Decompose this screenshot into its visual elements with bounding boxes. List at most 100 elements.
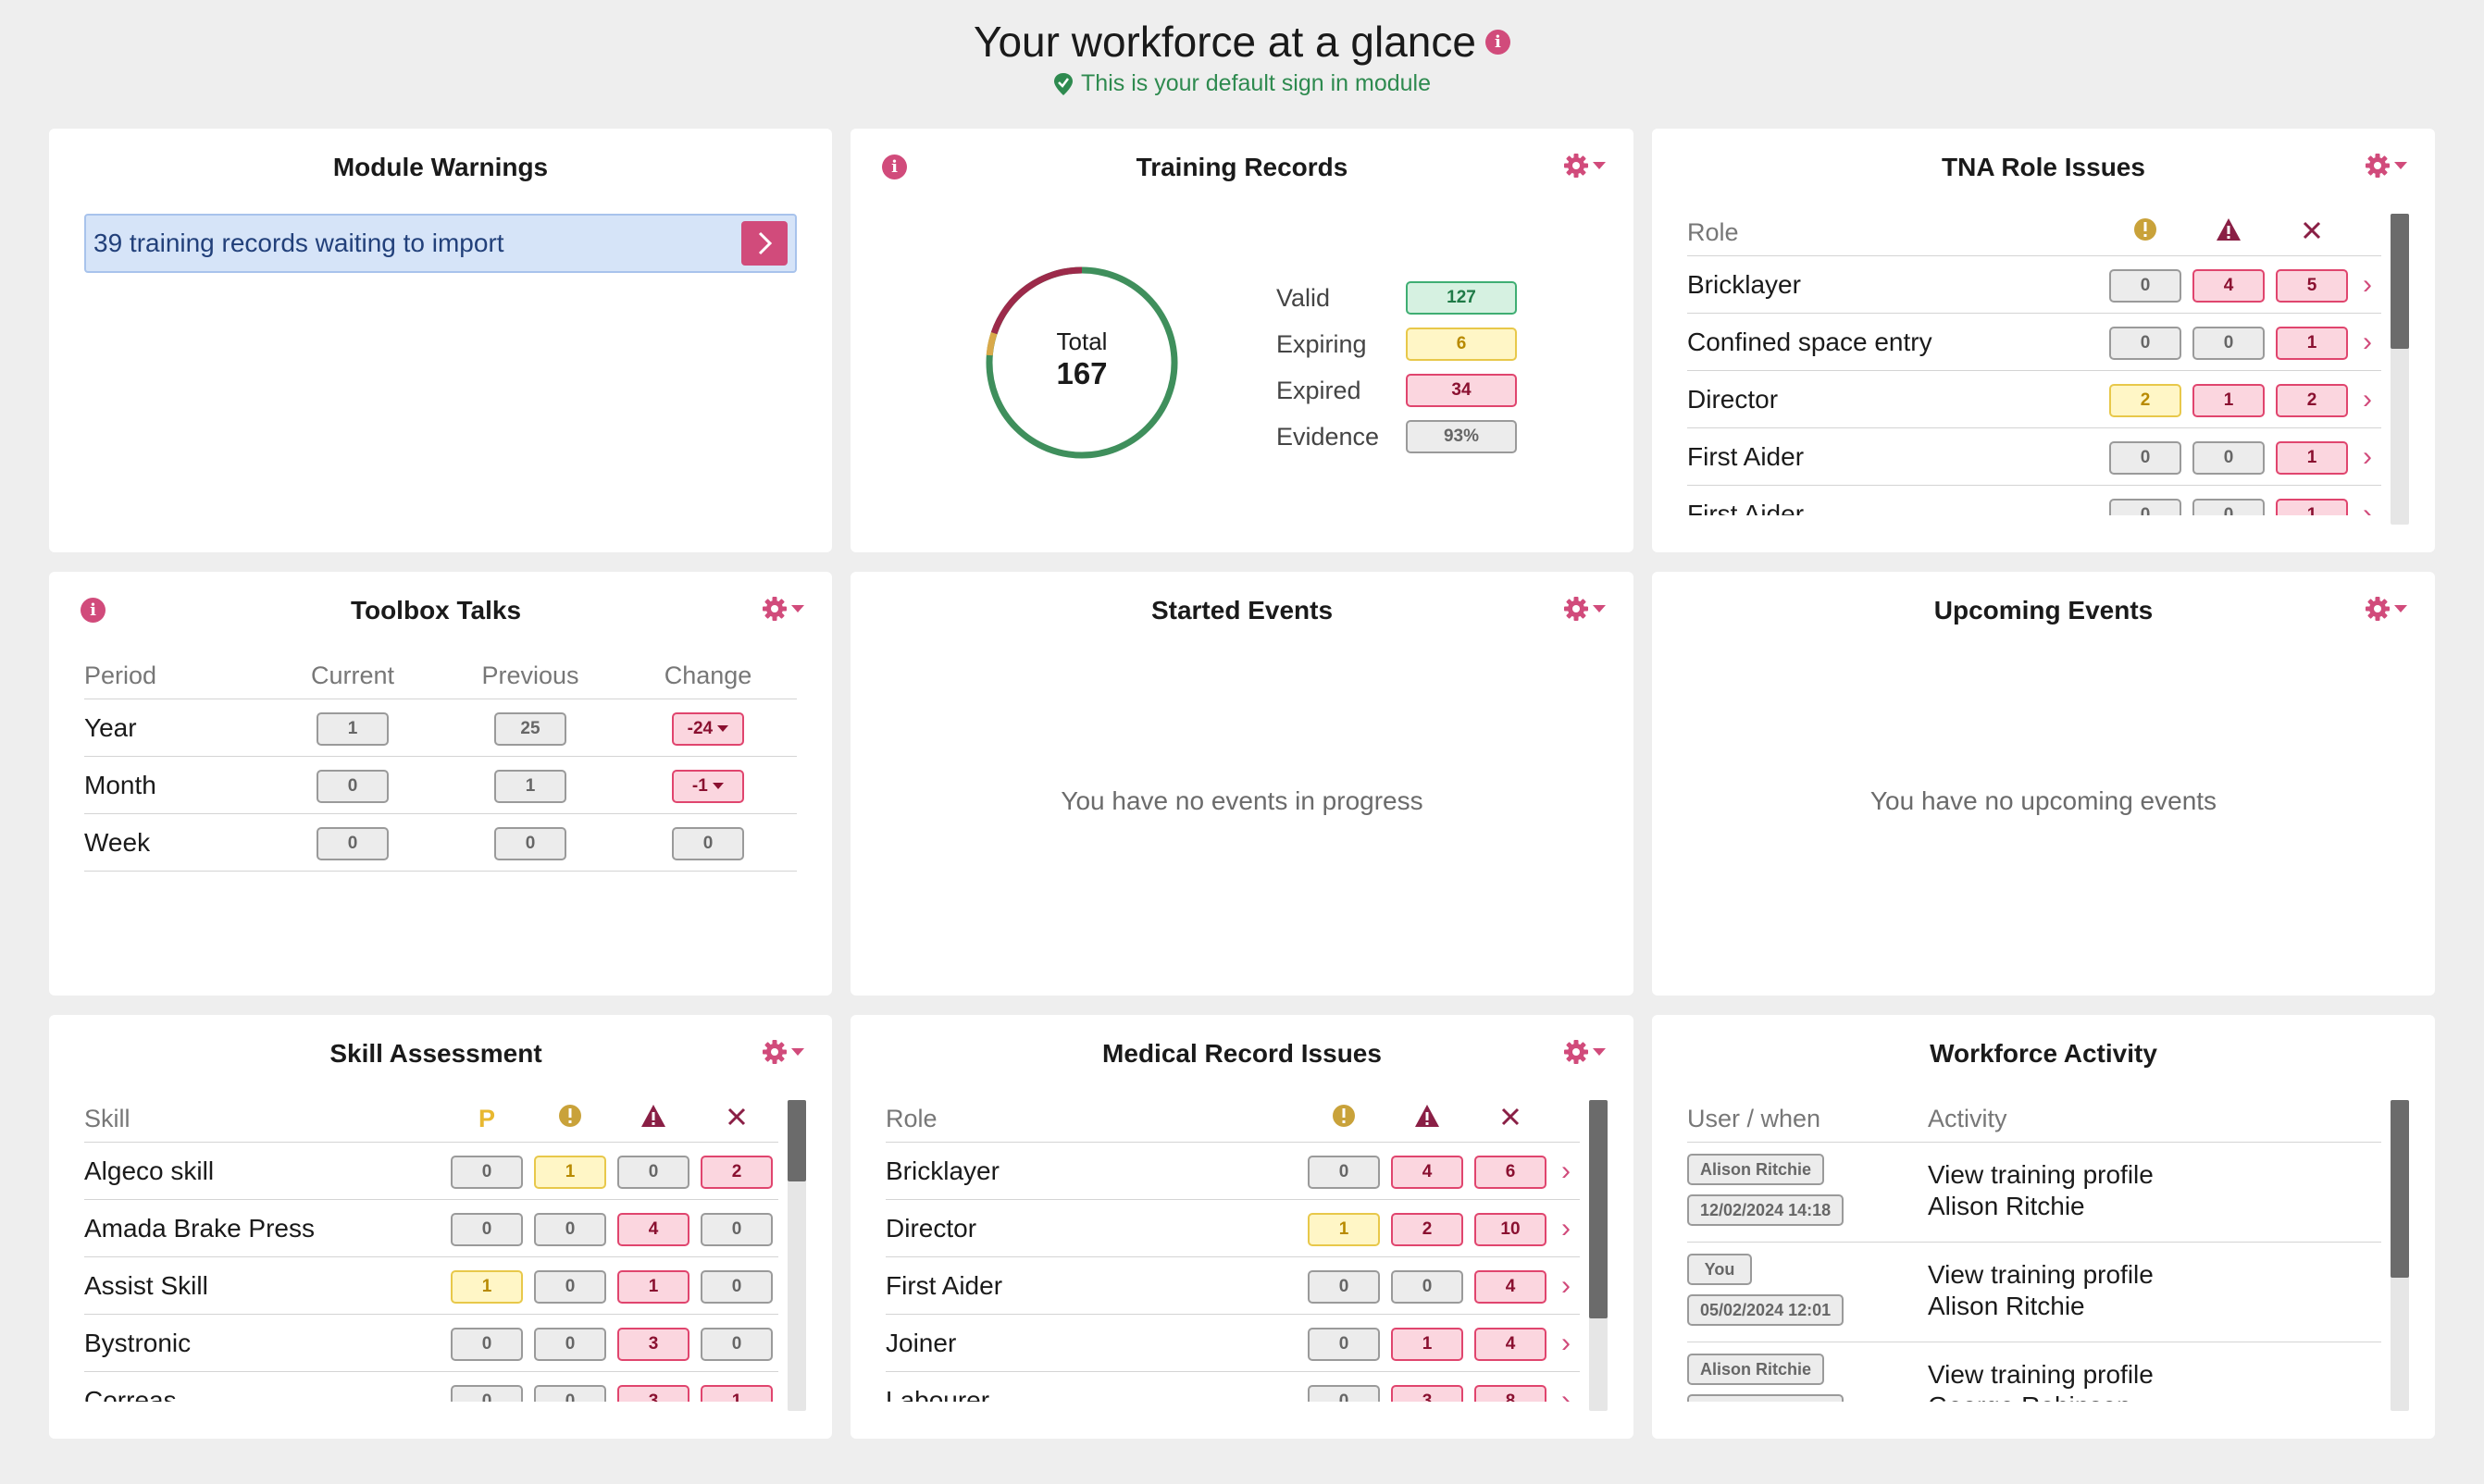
user-badge[interactable]: You xyxy=(1687,1254,1752,1285)
current-badge[interactable]: 0 xyxy=(317,826,389,860)
scrollbar-thumb[interactable] xyxy=(2391,214,2409,349)
expiring-badge[interactable]: 0 xyxy=(534,1384,606,1402)
settings-menu[interactable] xyxy=(1563,153,1606,179)
chevron-right-icon[interactable]: › xyxy=(2363,498,2372,516)
scrollbar-thumb[interactable] xyxy=(2391,1100,2409,1278)
legend-row-valid[interactable]: Valid 127 xyxy=(1276,275,1517,321)
activity-row[interactable]: Alison Ritchie 12/02/2024 14:18 View tra… xyxy=(1687,1143,2381,1243)
missing-badge[interactable]: 1 xyxy=(701,1384,773,1402)
legend-row-expired[interactable]: Expired 34 xyxy=(1276,367,1517,414)
change-badge[interactable]: -24 xyxy=(672,711,744,746)
p-badge[interactable]: 0 xyxy=(451,1327,523,1361)
table-row[interactable]: Director 1 2 10 › xyxy=(886,1200,1580,1257)
missing-badge[interactable]: 1 xyxy=(2276,498,2348,515)
table-row[interactable]: Confined space entry 0 0 1 › xyxy=(1687,314,2381,371)
expiring-count-badge[interactable]: 6 xyxy=(1406,328,1517,361)
missing-badge[interactable]: 0 xyxy=(701,1212,773,1246)
missing-badge[interactable]: 8 xyxy=(1474,1384,1546,1402)
table-row[interactable]: First Aider 0 0 4 › xyxy=(886,1257,1580,1315)
scrollbar[interactable] xyxy=(788,1100,806,1411)
table-row[interactable]: Amada Brake Press 0 0 4 0 xyxy=(84,1200,778,1257)
scrollbar[interactable] xyxy=(1589,1100,1608,1411)
change-badge[interactable]: 0 xyxy=(672,826,744,860)
current-badge[interactable]: 1 xyxy=(317,711,389,746)
table-row[interactable]: Joiner 0 1 4 › xyxy=(886,1315,1580,1372)
warning-badge[interactable]: 1 xyxy=(617,1269,689,1304)
scrollbar[interactable] xyxy=(2391,214,2409,525)
warning-badge[interactable]: 3 xyxy=(617,1327,689,1361)
table-row[interactable]: Algeco skill 0 1 0 2 xyxy=(84,1143,778,1200)
expiring-badge[interactable]: 0 xyxy=(2109,326,2181,360)
missing-badge[interactable]: 1 xyxy=(2276,326,2348,360)
activity-row[interactable]: Alison Ritchie 25/01/2024 09:15 View tra… xyxy=(1687,1342,2381,1402)
expiring-badge[interactable]: 0 xyxy=(2109,440,2181,475)
expiring-badge[interactable]: 0 xyxy=(2109,268,2181,303)
change-badge[interactable]: -1 xyxy=(672,769,744,803)
chevron-right-icon[interactable]: › xyxy=(2363,326,2372,357)
missing-badge[interactable]: 2 xyxy=(701,1155,773,1189)
evidence-percent-badge[interactable]: 93% xyxy=(1406,420,1517,453)
info-icon[interactable]: i xyxy=(882,155,907,179)
settings-menu[interactable] xyxy=(1563,1039,1606,1065)
activity-row[interactable]: You 05/02/2024 12:01 View training profi… xyxy=(1687,1243,2381,1342)
expiring-badge[interactable]: 0 xyxy=(1308,1327,1380,1361)
legend-row-expiring[interactable]: Expiring 6 xyxy=(1276,321,1517,367)
missing-badge[interactable]: 4 xyxy=(1474,1269,1546,1304)
missing-badge[interactable]: 6 xyxy=(1474,1155,1546,1189)
title-info-icon[interactable]: i xyxy=(1484,29,1510,55)
warning-badge[interactable]: 0 xyxy=(2192,326,2265,360)
chevron-right-icon[interactable]: › xyxy=(1561,1155,1571,1186)
settings-menu[interactable] xyxy=(762,1039,804,1065)
previous-badge[interactable]: 0 xyxy=(494,826,566,860)
table-row[interactable]: Correas 0 0 3 1 xyxy=(84,1372,778,1402)
chevron-right-icon[interactable]: › xyxy=(1561,1212,1571,1243)
table-row[interactable]: Bricklayer 0 4 6 › xyxy=(886,1143,1580,1200)
table-row[interactable]: First Aider 0 0 1 › xyxy=(1687,428,2381,486)
user-badge[interactable]: Alison Ritchie xyxy=(1687,1354,1825,1385)
expiring-badge[interactable]: 0 xyxy=(2109,498,2181,515)
warning-badge[interactable]: 0 xyxy=(1391,1269,1463,1304)
warning-badge[interactable]: 0 xyxy=(2192,440,2265,475)
expired-count-badge[interactable]: 34 xyxy=(1406,374,1517,407)
warning-badge[interactable]: 3 xyxy=(617,1384,689,1402)
info-icon[interactable]: i xyxy=(81,598,106,623)
p-badge[interactable]: 0 xyxy=(451,1212,523,1246)
expiring-badge[interactable]: 1 xyxy=(534,1155,606,1189)
chevron-right-icon[interactable]: › xyxy=(2363,440,2372,472)
table-row[interactable]: Director 2 1 2 › xyxy=(1687,371,2381,428)
expiring-badge[interactable]: 0 xyxy=(1308,1269,1380,1304)
expiring-badge[interactable]: 0 xyxy=(1308,1155,1380,1189)
missing-badge[interactable]: 1 xyxy=(2276,440,2348,475)
missing-badge[interactable]: 2 xyxy=(2276,383,2348,417)
expiring-badge[interactable]: 0 xyxy=(534,1212,606,1246)
chevron-right-icon[interactable]: › xyxy=(1561,1384,1571,1403)
previous-badge[interactable]: 25 xyxy=(494,711,566,746)
chevron-right-icon[interactable]: › xyxy=(1561,1327,1571,1358)
expiring-badge[interactable]: 0 xyxy=(534,1327,606,1361)
warning-badge[interactable]: 4 xyxy=(1391,1155,1463,1189)
table-row[interactable]: Bricklayer 0 4 5 › xyxy=(1687,256,2381,314)
warning-badge[interactable]: 2 xyxy=(1391,1212,1463,1246)
warning-badge[interactable]: 3 xyxy=(1391,1384,1463,1402)
previous-badge[interactable]: 1 xyxy=(494,769,566,803)
missing-badge[interactable]: 10 xyxy=(1474,1212,1546,1246)
table-row[interactable]: Assist Skill 1 0 1 0 xyxy=(84,1257,778,1315)
chevron-right-icon[interactable]: › xyxy=(1561,1269,1571,1301)
p-badge[interactable]: 0 xyxy=(451,1155,523,1189)
table-row[interactable]: Labourer 0 3 8 › xyxy=(886,1372,1580,1402)
expiring-badge[interactable]: 2 xyxy=(2109,383,2181,417)
expiring-badge[interactable]: 0 xyxy=(1308,1384,1380,1402)
scrollbar[interactable] xyxy=(2391,1100,2409,1411)
missing-badge[interactable]: 5 xyxy=(2276,268,2348,303)
warning-badge[interactable]: 1 xyxy=(1391,1327,1463,1361)
missing-badge[interactable]: 0 xyxy=(701,1269,773,1304)
settings-menu[interactable] xyxy=(2365,596,2407,622)
missing-badge[interactable]: 0 xyxy=(701,1327,773,1361)
missing-badge[interactable]: 4 xyxy=(1474,1327,1546,1361)
settings-menu[interactable] xyxy=(2365,153,2407,179)
table-row[interactable]: First Aider 0 0 1 › xyxy=(1687,486,2381,515)
table-row[interactable]: Bystronic 0 0 3 0 xyxy=(84,1315,778,1372)
warning-badge[interactable]: 1 xyxy=(2192,383,2265,417)
current-badge[interactable]: 0 xyxy=(317,769,389,803)
scrollbar-thumb[interactable] xyxy=(1589,1100,1608,1318)
